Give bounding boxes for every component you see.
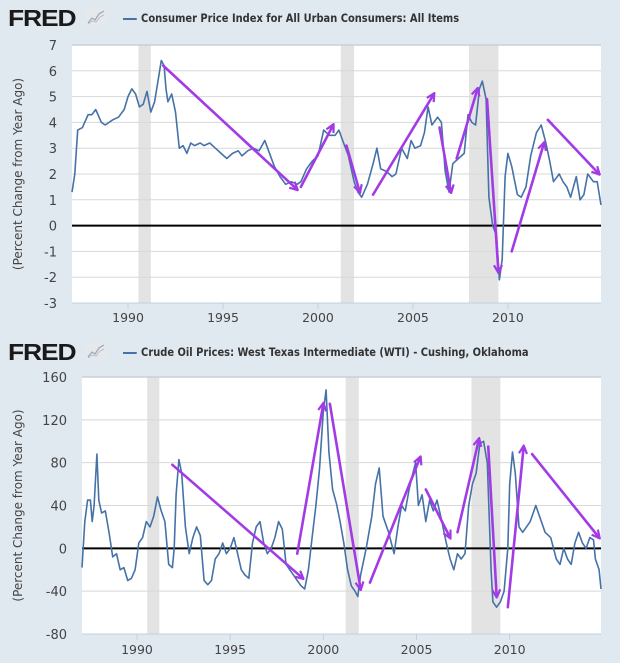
cpi-chart-header: FRED Consumer Price Index for All Urban … [0, 2, 620, 32]
trend-arrow [161, 64, 297, 190]
fred-logo[interactable]: FRED [8, 339, 77, 365]
trend-arrow [171, 463, 302, 579]
y-tick-label: 0 [49, 220, 57, 235]
y-axis-label: (Percent Change from Year Ago) [11, 78, 25, 270]
series-line [81, 389, 602, 609]
x-tick-label: 1990 [112, 310, 144, 325]
x-tick-label: 2010 [494, 642, 526, 657]
oil-chart-header: FRED Crude Oil Prices: West Texas Interm… [0, 336, 620, 366]
trend-arrow [299, 125, 333, 189]
trend-arrow [371, 94, 434, 196]
y-tick-label: -2 [44, 271, 57, 286]
y-tick-label: -40 [46, 585, 67, 600]
y-tick-label: 5 [49, 91, 57, 106]
y-tick-label: 0 [59, 542, 67, 557]
oil-legend[interactable]: Crude Oil Prices: West Texas Intermediat… [123, 345, 529, 359]
trend-arrow [530, 452, 599, 538]
x-tick-label: 2000 [307, 642, 339, 657]
y-tick-label: -80 [46, 628, 67, 643]
trend-arrow [485, 97, 498, 272]
oil-legend-label: Crude Oil Prices: West Texas Intermediat… [141, 345, 529, 359]
x-tick-label: 1990 [121, 642, 153, 657]
trend-arrow [368, 457, 420, 584]
oil-chart-panel: FRED Crude Oil Prices: West Texas Interm… [0, 330, 620, 663]
cpi-chart-panel: FRED Consumer Price Index for All Urban … [0, 0, 620, 330]
y-tick-label: 80 [50, 457, 67, 472]
x-tick-label: 2005 [401, 642, 433, 657]
y-tick-label: 7 [49, 39, 57, 54]
y-tick-label: 120 [42, 414, 67, 429]
y-tick-label: 40 [50, 500, 67, 515]
y-tick-label: 6 [49, 65, 57, 80]
y-tick-label: 4 [49, 116, 57, 131]
trend-arrow [345, 144, 359, 192]
series-line [71, 59, 602, 281]
fred-chart-logo-icon [86, 342, 106, 360]
trend-arrow [295, 404, 323, 555]
x-tick-label: 1995 [214, 642, 246, 657]
trend-arrow [455, 89, 478, 160]
y-tick-label: 1 [49, 194, 57, 209]
y-tick-label: 3 [49, 142, 57, 157]
trend-arrow [328, 402, 361, 589]
x-tick-label: 2000 [302, 310, 334, 325]
cpi-legend-label: Consumer Price Index for All Urban Consu… [141, 11, 460, 25]
y-tick-label: -1 [44, 245, 57, 260]
oil-chart-svg: 160 120 80 40 0 -40 -80 1990 1995 2000 2005 2010 (Pe… [11, 371, 602, 657]
fred-logo[interactable]: FRED [8, 5, 77, 31]
trend-arrow [456, 439, 479, 534]
y-tick-label: -3 [44, 297, 57, 312]
trend-arrow [506, 447, 524, 609]
y-tick-label: 2 [49, 168, 57, 183]
x-tick-label: 2010 [492, 310, 524, 325]
legend-swatch [123, 351, 137, 354]
legend-swatch [123, 17, 137, 20]
fred-chart-logo-icon [86, 8, 106, 26]
x-tick-label: 2005 [397, 310, 429, 325]
y-axis-label: (Percent Change from Year Ago) [11, 409, 25, 601]
cpi-legend[interactable]: Consumer Price Index for All Urban Consu… [123, 11, 459, 25]
trend-arrow [546, 118, 599, 174]
trend-arrow [510, 143, 544, 253]
x-tick-label: 1995 [207, 310, 239, 325]
cpi-chart-svg: 7 6 5 4 3 2 1 0 -1 -2 -3 1990 1995 2000 2005 2010 (Perce… [11, 39, 602, 325]
y-tick-label: 160 [42, 371, 67, 386]
trend-arrow [486, 445, 496, 597]
trend-arrow [438, 126, 451, 193]
trend-arrow [424, 488, 450, 537]
